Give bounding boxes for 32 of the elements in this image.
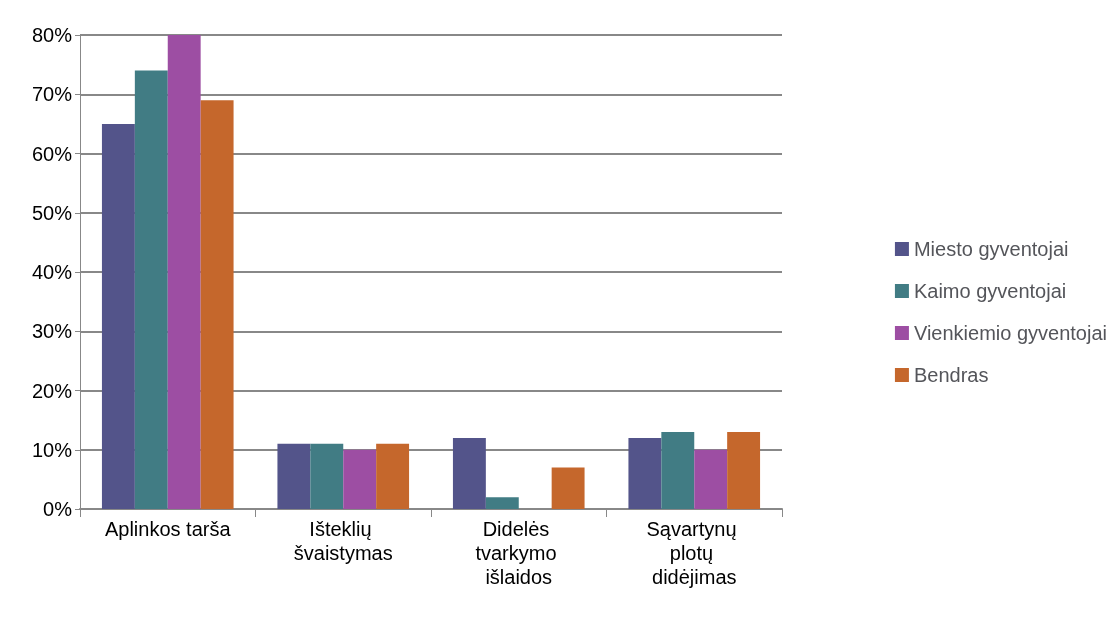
legend-label: Vienkiemio gyventojai [913, 322, 1107, 344]
bar [727, 431, 761, 509]
y-tick-label: 60% [31, 142, 73, 165]
bar [376, 443, 410, 509]
bar [277, 443, 311, 509]
y-tick-label: 70% [31, 83, 73, 106]
y-tick-label: 80% [31, 24, 73, 46]
x-tick-label: Didelės tvarkymo išlaidos [475, 518, 563, 588]
bar [343, 449, 377, 509]
legend-label: Bendras [913, 364, 989, 386]
bar [485, 497, 519, 509]
y-tick-label: 30% [31, 320, 73, 343]
bar [628, 437, 662, 509]
x-tick-label: Aplinkos tarša [104, 518, 232, 540]
y-tick-label: 0% [43, 498, 73, 520]
bar [661, 431, 695, 509]
y-tick-label: 40% [31, 261, 73, 283]
bar [200, 100, 234, 509]
bar [134, 70, 168, 509]
bar [167, 35, 201, 509]
bar [101, 123, 135, 509]
y-tick-label: 50% [31, 201, 73, 224]
legend-label: Miesto gyventojai [913, 238, 1069, 260]
bar [452, 437, 486, 509]
x-tick-label: Išteklių švaistymas [293, 518, 393, 564]
y-tick-label: 10% [31, 438, 73, 461]
bar [551, 467, 585, 509]
y-tick-label: 20% [31, 379, 73, 402]
x-tick-label: Sąvartynų plotų didėjimas [646, 518, 743, 588]
bar [694, 449, 728, 509]
bar [310, 443, 344, 509]
legend-label: Kaimo gyventojai [913, 280, 1067, 302]
